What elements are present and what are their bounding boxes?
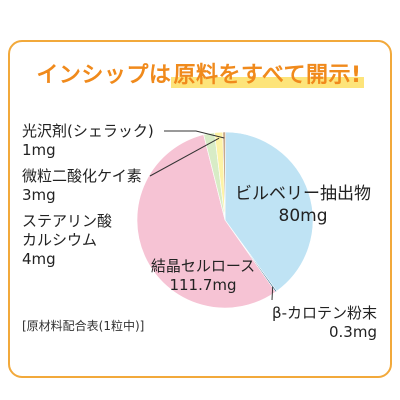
label-calcium-stearate-value: 4mg	[22, 250, 56, 268]
pie-slice-bilberry	[224, 131, 314, 292]
label-beta-carotene: β-カロテン粉末 0.3mg	[262, 304, 377, 342]
title-highlight: 原料をすべて開示!	[171, 63, 364, 88]
label-shellac-name: 光沢剤(シェラック)	[22, 122, 154, 140]
footnote: [原材料配合表(1粒中)]	[22, 319, 145, 333]
label-beta-carotene-name: β-カロテン粉末	[272, 304, 377, 322]
leader-line-beta-carotene	[271, 286, 274, 301]
label-shellac: 光沢剤(シェラック) 1mg	[22, 122, 154, 160]
label-silica-name: 微粒二酸化ケイ素	[22, 167, 142, 185]
leader-line-silica	[149, 137, 220, 177]
pie-slice-shellac	[222, 131, 226, 221]
label-cellulose-name: 結晶セルロース	[150, 257, 256, 275]
label-calcium-stearate-line2: カルシウム	[22, 231, 98, 249]
label-bilberry-name: ビルベリー抽出物	[235, 184, 371, 204]
label-silica: 微粒二酸化ケイ素 3mg	[22, 167, 142, 205]
label-silica-value: 3mg	[22, 186, 56, 204]
label-cellulose: 結晶セルロース 111.7mg	[128, 257, 278, 295]
label-beta-carotene-value: 0.3mg	[329, 323, 377, 341]
title-lead: インシップは	[36, 63, 172, 88]
label-bilberry-value: 80mg	[278, 206, 328, 226]
page-title: インシップは原料をすべて開示!	[0, 57, 400, 89]
label-calcium-stearate: ステアリン酸 カルシウム 4mg	[22, 212, 112, 269]
leader-line-shellac	[164, 130, 225, 139]
label-calcium-stearate-line1: ステアリン酸	[22, 212, 113, 230]
label-cellulose-value: 111.7mg	[169, 276, 237, 294]
pie-slice-cellulose	[136, 134, 277, 309]
label-bilberry: ビルベリー抽出物 80mg	[228, 183, 378, 227]
label-shellac-value: 1mg	[22, 141, 56, 159]
